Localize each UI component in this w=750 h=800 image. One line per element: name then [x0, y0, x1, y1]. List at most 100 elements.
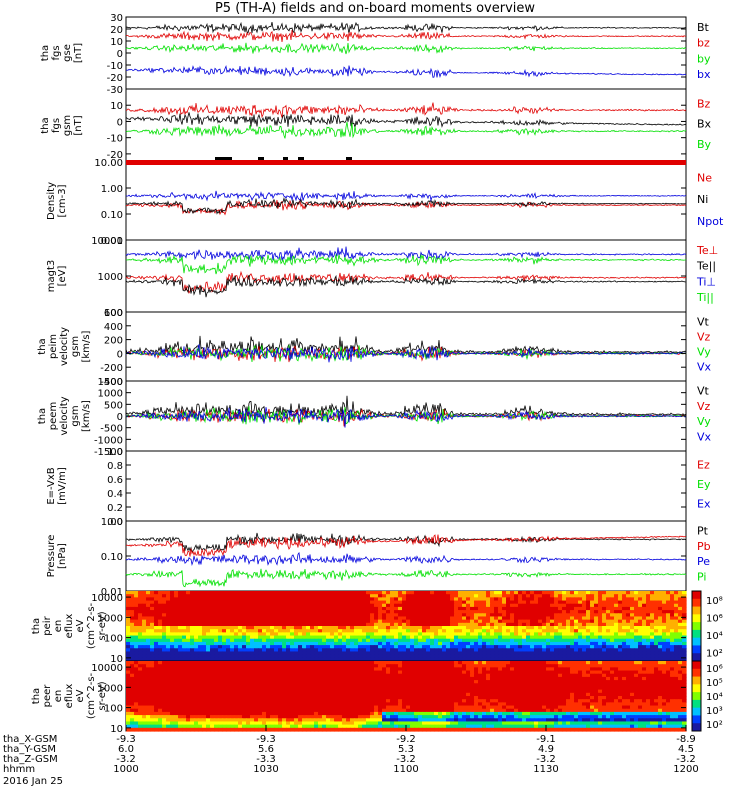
spectrogram-cell	[494, 629, 499, 633]
spectrogram-cell	[442, 613, 447, 618]
spectrogram-cell	[414, 594, 419, 598]
spectrogram-cell	[270, 670, 275, 675]
spectrogram-cell	[230, 689, 235, 694]
spectrogram-cell	[582, 603, 587, 608]
spectrogram-cell	[618, 670, 623, 675]
spectrogram-cell	[638, 651, 643, 656]
spectrogram-cell	[358, 597, 363, 602]
spectrogram-cell	[398, 696, 403, 700]
spectrogram-cell	[286, 629, 291, 633]
spectrogram-cell	[462, 591, 467, 595]
spectrogram-cell	[650, 641, 655, 646]
spectrogram-cell	[474, 594, 479, 598]
spectrogram-cell	[278, 670, 283, 675]
spectrogram-cell	[190, 673, 195, 678]
spectrogram-cell	[218, 654, 223, 659]
colorbar-segment	[692, 614, 701, 623]
spectrogram-cell	[302, 638, 307, 643]
spectrogram-cell	[594, 689, 599, 694]
spectrogram-cell	[574, 638, 579, 643]
spectrogram-cell	[522, 664, 527, 668]
spectrogram-cell	[362, 680, 367, 684]
spectrogram-cell	[466, 676, 471, 681]
spectrogram-cell	[666, 657, 671, 662]
spectrogram-cell	[522, 657, 527, 662]
spectrogram-cell	[142, 689, 147, 694]
spectrogram-cell	[678, 600, 683, 605]
spectrogram-cell	[518, 680, 523, 684]
spectrogram-cell	[586, 667, 591, 672]
spectrogram-cell	[390, 641, 395, 646]
spectrogram-cell	[558, 641, 563, 646]
spectrogram-cell	[594, 641, 599, 646]
spectrogram-cell	[510, 619, 515, 624]
spectrogram-cell	[606, 651, 611, 656]
spectrogram-cell	[430, 629, 435, 633]
spectrogram-cell	[534, 692, 539, 697]
spectrogram-cell	[270, 683, 275, 688]
spectrogram-cell	[278, 597, 283, 602]
spectrogram-cell	[550, 689, 555, 694]
spectrogram-cell	[470, 638, 475, 643]
spectrogram-cell	[642, 683, 647, 688]
spectrogram-cell	[466, 680, 471, 684]
spectrogram-cell	[546, 629, 551, 633]
spectrogram-cell	[630, 692, 635, 697]
spectrogram-cell	[246, 696, 251, 700]
spectrogram-cell	[130, 664, 135, 668]
spectrogram-cell	[522, 667, 527, 672]
spectrogram-cell	[266, 692, 271, 697]
spectrogram-cell	[238, 613, 243, 618]
spectrogram-cell	[386, 597, 391, 602]
spectrogram-cell	[542, 594, 547, 598]
spectrogram-cell	[438, 610, 443, 614]
spectrogram-cell	[494, 651, 499, 656]
spectrogram-cell	[474, 686, 479, 691]
spectrogram-cell	[262, 606, 267, 611]
spectrogram-cell	[222, 613, 227, 618]
spectrogram-cell	[674, 686, 679, 691]
spectrogram-cell	[154, 619, 159, 624]
spectrogram-cell	[398, 613, 403, 618]
spectrogram-cell	[486, 638, 491, 643]
spectrogram-cell	[546, 689, 551, 694]
spectrogram-cell	[286, 686, 291, 691]
spectrogram-cell	[170, 635, 175, 640]
spectrogram-cell	[470, 651, 475, 656]
spectrogram-cell	[582, 673, 587, 678]
spectrogram-cell	[670, 619, 675, 624]
spectrogram-cell	[362, 645, 367, 649]
spectrogram-cell	[614, 610, 619, 614]
spectrogram-cell	[210, 648, 215, 653]
spectrogram-cell	[574, 692, 579, 697]
spectrogram-cell	[606, 606, 611, 611]
spectrogram-cell	[146, 632, 151, 637]
spectrogram-cell	[506, 616, 511, 621]
spectrogram-cell	[210, 670, 215, 675]
spectrogram-cell	[202, 654, 207, 659]
spectrogram-cell	[526, 683, 531, 688]
spectrogram-cell	[494, 673, 499, 678]
spectrogram-cell	[566, 619, 571, 624]
spectrogram-cell	[226, 683, 231, 688]
spectrogram-cell	[290, 616, 295, 621]
spectrogram-cell	[306, 648, 311, 653]
spectrogram-cell	[518, 651, 523, 656]
spectrogram-cell	[338, 648, 343, 653]
spectrogram-cell	[198, 661, 203, 665]
spectrogram-cell	[666, 638, 671, 643]
spectrogram-cell	[562, 670, 567, 675]
spectrogram-cell	[290, 680, 295, 684]
spectrogram-cell	[498, 692, 503, 697]
spectrogram-cell	[550, 696, 555, 700]
spectrogram-cell	[178, 654, 183, 659]
spectrogram-cell	[502, 657, 507, 662]
spectrogram-cell	[458, 616, 463, 621]
spectrogram-cell	[246, 619, 251, 624]
spectrogram-cell	[522, 626, 527, 630]
spectrogram-cell	[346, 661, 351, 665]
spectrogram-cell	[250, 676, 255, 681]
spectrogram-cell	[634, 676, 639, 681]
spectrogram-cell	[294, 689, 299, 694]
spectrogram-cell	[626, 683, 631, 688]
